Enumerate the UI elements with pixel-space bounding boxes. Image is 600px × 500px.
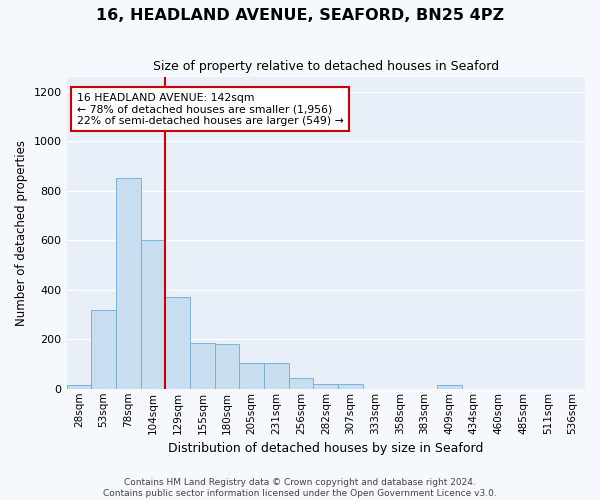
Bar: [190, 343, 215, 389]
Bar: [239, 363, 264, 389]
Text: 16 HEADLAND AVENUE: 142sqm
← 78% of detached houses are smaller (1,956)
22% of s: 16 HEADLAND AVENUE: 142sqm ← 78% of deta…: [77, 92, 344, 126]
Bar: [215, 344, 239, 389]
Bar: [67, 385, 91, 389]
Text: 16, HEADLAND AVENUE, SEAFORD, BN25 4PZ: 16, HEADLAND AVENUE, SEAFORD, BN25 4PZ: [96, 8, 504, 22]
Y-axis label: Number of detached properties: Number of detached properties: [15, 140, 28, 326]
X-axis label: Distribution of detached houses by size in Seaford: Distribution of detached houses by size …: [168, 442, 484, 455]
Bar: [91, 310, 116, 389]
Bar: [116, 178, 140, 389]
Bar: [313, 384, 338, 389]
Bar: [437, 385, 461, 389]
Text: Contains HM Land Registry data © Crown copyright and database right 2024.
Contai: Contains HM Land Registry data © Crown c…: [103, 478, 497, 498]
Bar: [338, 384, 363, 389]
Bar: [289, 378, 313, 389]
Bar: [264, 363, 289, 389]
Title: Size of property relative to detached houses in Seaford: Size of property relative to detached ho…: [153, 60, 499, 73]
Bar: [140, 240, 165, 389]
Bar: [165, 297, 190, 389]
